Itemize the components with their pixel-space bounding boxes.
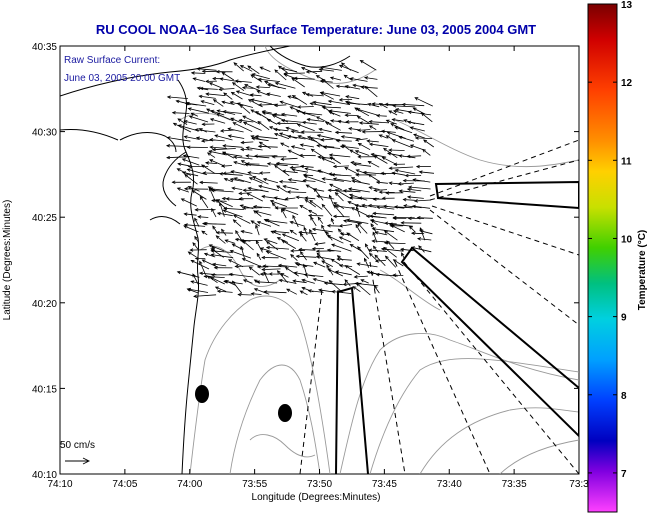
x-tick-label: 73:3 (569, 479, 589, 490)
colorbar-tick-label: 13 (621, 0, 633, 11)
figure-title: RU COOL NOAA–16 Sea Surface Temperature:… (96, 22, 536, 37)
colorbar-tick-label: 12 (621, 78, 633, 89)
y-tick-label: 40:35 (32, 42, 57, 53)
colorbar-tick-label: 8 (621, 391, 627, 402)
x-tick-label: 74:00 (177, 479, 202, 490)
colorbar-tick-label: 9 (621, 313, 627, 324)
colorbar-tick-label: 11 (621, 156, 632, 167)
y-axis-label: Latitude (Degrees:Minutes) (2, 200, 13, 321)
buoy-marker-east (278, 404, 292, 422)
x-tick-label: 73:55 (242, 479, 267, 490)
y-tick-label: 40:15 (32, 384, 57, 395)
x-tick-label: 73:50 (307, 479, 332, 490)
annotation-line-1: Raw Surface Current: (64, 55, 160, 66)
colorbar-label: Temperature (°C) (637, 230, 648, 311)
colorbar-tick-label: 10 (621, 234, 633, 245)
scale-label: 50 cm/s (60, 440, 95, 451)
y-tick-label: 40:25 (32, 213, 57, 224)
x-tick-label: 73:35 (502, 479, 527, 490)
colorbar (588, 4, 617, 512)
annotation-line-2: June 03, 2005 20:00 GMT (64, 73, 180, 84)
colorbar-tick-label: 7 (621, 469, 627, 480)
x-tick-label: 73:45 (372, 479, 397, 490)
buoy-marker-west (195, 385, 209, 403)
y-tick-label: 40:20 (32, 299, 57, 310)
x-tick-label: 74:05 (112, 479, 137, 490)
x-tick-label: 73:40 (437, 479, 462, 490)
y-tick-label: 40:10 (32, 470, 57, 481)
plot-area (60, 46, 579, 474)
x-axis-label: Longitude (Degrees:Minutes) (252, 492, 381, 503)
y-tick-label: 40:30 (32, 128, 57, 139)
